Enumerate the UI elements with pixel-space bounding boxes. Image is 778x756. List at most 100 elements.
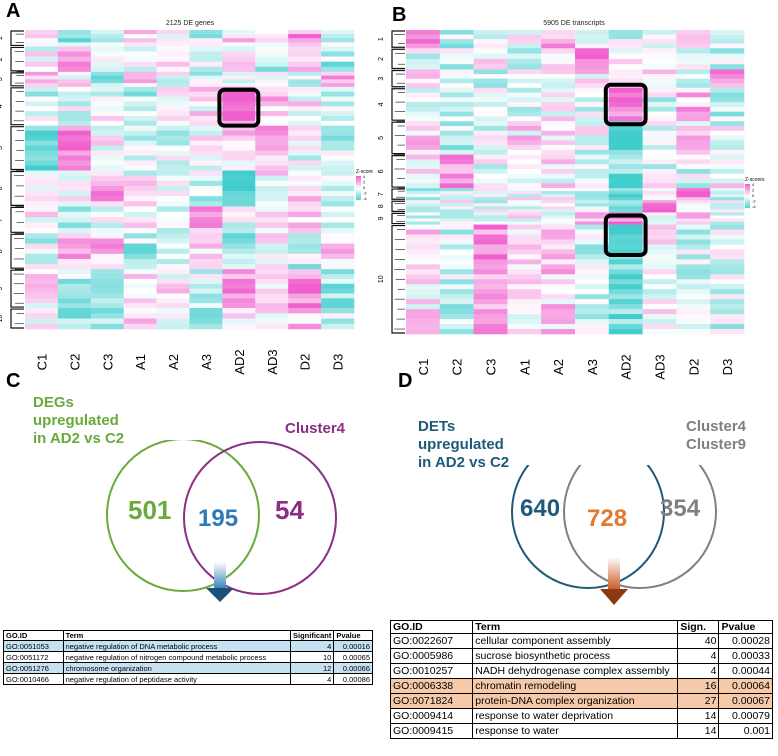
arrow-c-shaft [214, 562, 226, 590]
heatmap-cell [156, 313, 190, 319]
heatmap-cell [189, 79, 223, 84]
heatmap-cell [676, 284, 711, 290]
heatmap-cell [541, 116, 576, 122]
heatmap-cell [255, 258, 289, 265]
heatmap-cell [123, 66, 157, 73]
heatmap-cell [676, 168, 711, 175]
heatmap-cell [575, 299, 610, 305]
heatmap-cell [156, 46, 190, 52]
heatmap-cell [439, 269, 474, 275]
heatmap-cell [288, 206, 322, 213]
cluster-label: 2 [0, 57, 4, 61]
heatmap-cell [406, 209, 441, 213]
heatmap-cell [439, 130, 474, 136]
heatmap-cell [156, 130, 190, 136]
heatmap-cell [541, 140, 576, 146]
heatmap-cell [676, 191, 711, 195]
heatmap-cell [439, 64, 474, 70]
heatmap-cell [507, 234, 542, 240]
heatmap-cell [25, 150, 59, 156]
heatmap-cell [642, 244, 677, 250]
heatmap-cell [710, 194, 745, 198]
venn-c-left-label-line1: DEGs [33, 394, 74, 411]
heatmap-cell [608, 218, 643, 222]
heatmap-cell [222, 38, 256, 43]
heatmap-cell [473, 304, 508, 310]
heatmap-cell [473, 203, 508, 207]
heatmap-cell [710, 191, 745, 195]
go-table-d-col-p: Pvalue [718, 620, 773, 634]
heatmap-cell [90, 313, 124, 319]
heatmap-cell [406, 274, 441, 280]
heatmap-cell [710, 48, 745, 54]
heatmap-cell [575, 183, 610, 189]
heatmap-cell [676, 314, 711, 320]
heatmap-cell [123, 56, 157, 62]
go-pvalue-cell: 0.00065 [333, 651, 373, 663]
heatmap-cell [57, 211, 92, 218]
legend-title: Z-score [356, 169, 373, 175]
heatmap-cell [156, 278, 190, 285]
heatmap-cell [25, 155, 59, 161]
heatmap-cell [406, 145, 441, 151]
legend-swatch [356, 183, 361, 185]
heatmap-cell [25, 34, 59, 39]
go-pvalue-cell: 0.00064 [718, 678, 773, 694]
heatmap-cell [222, 120, 256, 126]
heatmap-cell [507, 106, 542, 112]
venn-d [511, 465, 717, 605]
heatmap-cell [288, 258, 322, 265]
heatmap-cell [321, 278, 355, 285]
heatmap-cell [123, 308, 157, 314]
heatmap-cell [642, 154, 677, 160]
heatmap-cell [710, 74, 745, 79]
heatmap-cell [57, 34, 92, 39]
heatmap-cell [710, 145, 745, 151]
heatmap-cell [642, 183, 677, 189]
heatmap-cell [222, 264, 256, 270]
heatmap-cell [473, 224, 508, 230]
heatmap-cell [255, 227, 289, 234]
heatmap-cell [439, 83, 474, 89]
heatmap-cell [321, 180, 355, 187]
go-pvalue-cell: 0.00016 [333, 640, 373, 652]
legend-swatch [356, 195, 361, 197]
heatmap-cell [575, 145, 610, 151]
heatmap-cell [189, 313, 223, 319]
cluster-label: 8 [378, 204, 385, 208]
heatmap-cell [439, 34, 474, 40]
heatmap-cell [608, 106, 643, 112]
heatmap-cell [676, 64, 711, 70]
heatmap-cell [25, 196, 59, 202]
heatmap-cell [321, 150, 355, 156]
cluster-label: 6 [0, 186, 4, 190]
heatmap-cell [507, 145, 542, 151]
table-row: GO:0010257 NADH dehydrogenase complex ass… [389, 663, 773, 679]
heatmap-cell [406, 200, 441, 204]
heatmap-cell [189, 191, 223, 197]
heatmap-cell [676, 209, 711, 213]
heatmap-cell [57, 206, 92, 213]
heatmap-cell [255, 96, 289, 102]
heatmap-cell [222, 135, 256, 141]
heatmap-cell [439, 159, 474, 165]
heatmap-cell [473, 64, 508, 70]
heatmap-cell [25, 101, 59, 107]
heatmap-cell [473, 53, 508, 60]
heatmap-cell [473, 69, 508, 75]
heatmap-cell [57, 243, 92, 249]
heatmap-cell [406, 111, 441, 117]
heatmap-cell [575, 43, 610, 49]
heatmap-cell [608, 224, 643, 230]
heatmap-cell [189, 30, 223, 35]
heatmap-cell [676, 239, 711, 245]
heatmap-cell [25, 185, 59, 192]
heatmap-cell [222, 111, 256, 117]
legend-swatch [356, 197, 361, 199]
heatmap-cell [57, 91, 92, 97]
heatmap-cell [710, 58, 745, 65]
panel-a-title: 2125 DE genes [165, 20, 215, 27]
heatmap-cell [90, 46, 124, 52]
heatmap-cell [608, 284, 643, 290]
heatmap-cell [676, 200, 711, 204]
